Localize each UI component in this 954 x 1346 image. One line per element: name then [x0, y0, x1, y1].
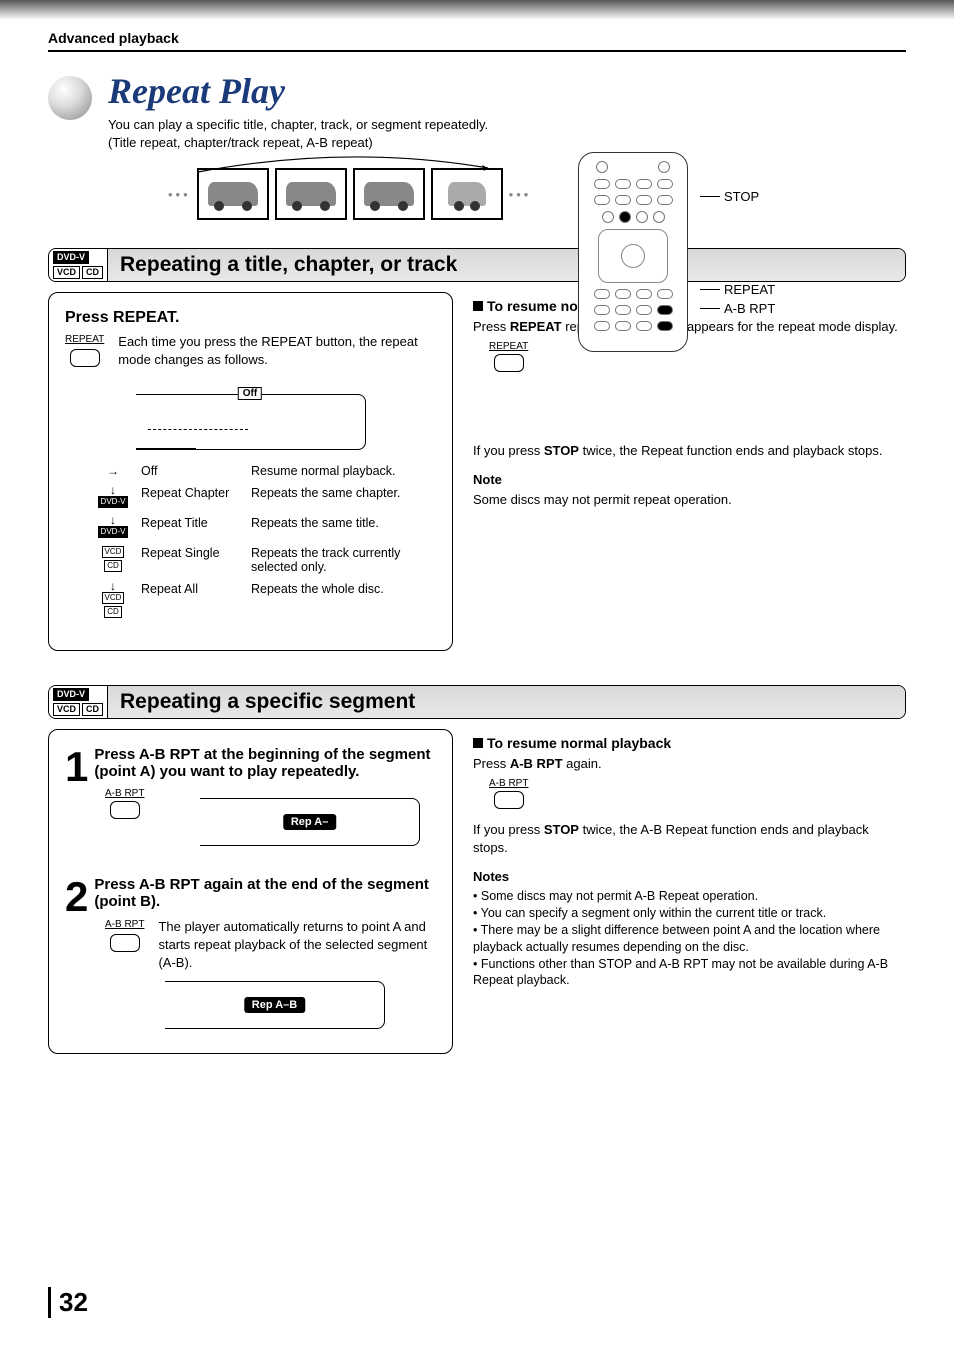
- s2-resume-heading: To resume normal playback: [487, 735, 671, 751]
- pill-rep-a: Rep A–: [283, 814, 337, 830]
- repeat-mode-table: → Off Resume normal playback. ↓DVD-V Rep…: [95, 464, 436, 618]
- s1-step-text: Each time you press the REPEAT button, t…: [118, 333, 436, 368]
- s2-step2-text: The player automatically returns to poin…: [158, 918, 436, 971]
- osd-rep-ab: Rep A–B: [165, 981, 385, 1029]
- s2-step2-title: Press A-B RPT again at the end of the se…: [94, 876, 436, 910]
- osd-off-label: Off: [238, 387, 262, 400]
- s1-note-text: Some discs may not permit repeat operati…: [473, 491, 906, 509]
- pill-rep-ab: Rep A–B: [244, 997, 305, 1013]
- abrpt-button-icon-2: A-B RPT: [105, 918, 144, 952]
- chapter-header: Advanced playback: [48, 30, 906, 52]
- section2-title: Repeating a specific segment: [107, 686, 905, 718]
- s1-note-heading: Note: [473, 472, 906, 487]
- section1-left-panel: Press REPEAT. REPEAT Each time you press…: [48, 292, 453, 651]
- abrpt-button-icon: A-B RPT: [105, 788, 144, 819]
- s2-resume-text1: Press A-B RPT again.: [473, 755, 906, 773]
- bullet-square-icon: [473, 738, 483, 748]
- badge-vcd: VCD: [53, 703, 80, 716]
- page-title: Repeat Play: [108, 70, 906, 112]
- s2-notes-heading: Notes: [473, 869, 906, 884]
- remote-label-repeat: REPEAT: [700, 282, 775, 297]
- remote-label-stop: STOP: [700, 189, 775, 204]
- badge-cd: CD: [82, 266, 103, 279]
- s2-resume-text2: If you press STOP twice, the A-B Repeat …: [473, 821, 906, 857]
- page-number: 32: [48, 1287, 88, 1318]
- badge-dvdv: DVD-V: [53, 251, 89, 264]
- badge-dvdv: DVD-V: [53, 688, 89, 701]
- badge-vcd: VCD: [53, 266, 80, 279]
- repeat-button-icon-2: REPEAT: [489, 341, 528, 372]
- osd-display: Off: [136, 394, 366, 450]
- repeat-button-icon: REPEAT: [65, 333, 104, 367]
- badge-cd: CD: [82, 703, 103, 716]
- title-sphere-icon: [48, 76, 92, 120]
- step-number-2: 2: [65, 876, 88, 918]
- s1-step-title: Press REPEAT.: [65, 309, 436, 327]
- osd-rep-a: Rep A–: [200, 798, 420, 846]
- subtitle-line1: You can play a specific title, chapter, …: [108, 116, 906, 134]
- abrpt-button-icon-3: A-B RPT: [489, 778, 528, 809]
- remote-diagram: STOP REPEAT A-B RPT: [578, 142, 858, 362]
- bullet-square-icon: [473, 301, 483, 311]
- loop-arrow-icon: [188, 154, 508, 174]
- step-number-1: 1: [65, 746, 88, 788]
- remote-label-abrpt: A-B RPT: [700, 301, 775, 316]
- section2-bar: DVD-V VCD CD Repeating a specific segmen…: [48, 685, 906, 719]
- s2-step1-title: Press A-B RPT at the beginning of the se…: [94, 746, 436, 780]
- section2-left-panel: 1 Press A-B RPT at the beginning of the …: [48, 729, 453, 1054]
- s1-resume-text2: If you press STOP twice, the Repeat func…: [473, 442, 906, 460]
- s2-notes-list: Some discs may not permit A-B Repeat ope…: [473, 888, 906, 989]
